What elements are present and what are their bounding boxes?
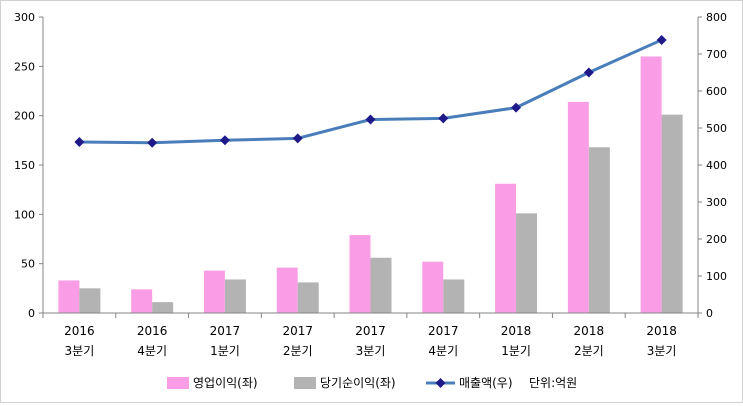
bar-operating-profit-6 <box>495 183 517 313</box>
bar-operating-profit-0 <box>58 280 80 313</box>
x-year-label-1: 2016 <box>137 324 168 338</box>
sales-marker-3 <box>292 133 303 144</box>
x-quarter-label-5: 4분기 <box>428 344 458 358</box>
x-quarter-label-0: 3분기 <box>65 344 95 358</box>
x-quarter-label-8: 3분기 <box>647 344 677 358</box>
x-quarter-label-2: 1분기 <box>210 344 240 358</box>
legend-swatch-operating-profit <box>167 377 189 389</box>
left-tick-label-3: 150 <box>14 159 35 172</box>
right-tick-label-6: 600 <box>706 85 727 98</box>
sales-marker-4 <box>365 114 376 125</box>
right-tick-label-0: 0 <box>706 307 713 320</box>
right-tick-label-5: 500 <box>706 122 727 135</box>
bar-group <box>58 56 683 314</box>
bar-net-income-8 <box>661 114 683 314</box>
bar-net-income-0 <box>79 288 101 313</box>
bar-operating-profit-5 <box>422 261 444 313</box>
x-year-label-4: 2017 <box>355 324 386 338</box>
legend-label-sales: 매출액(우) <box>459 376 513 390</box>
bar-net-income-7 <box>588 147 610 313</box>
line-group <box>74 34 667 148</box>
bar-operating-profit-2 <box>203 270 225 313</box>
left-tick-label-6: 300 <box>14 11 35 24</box>
right-tick-label-8: 800 <box>706 11 727 24</box>
left-tick-label-0: 0 <box>28 307 35 320</box>
bar-net-income-4 <box>370 257 392 313</box>
unit-note: 단위:억원 <box>529 376 577 390</box>
sales-marker-5 <box>438 113 449 124</box>
sales-marker-7 <box>583 67 594 78</box>
right-tick-label-3: 300 <box>706 196 727 209</box>
right-tick-label-4: 400 <box>706 159 727 172</box>
bar-operating-profit-1 <box>131 289 153 313</box>
sales-marker-6 <box>511 102 522 113</box>
legend-swatch-net-income <box>294 377 316 389</box>
bar-net-income-1 <box>152 302 174 313</box>
bar-operating-profit-3 <box>276 267 298 313</box>
bar-operating-profit-8 <box>640 56 662 313</box>
right-tick-label-2: 200 <box>706 233 727 246</box>
bar-operating-profit-7 <box>567 101 589 313</box>
legend-label-net-income: 당기순이익(좌) <box>320 376 396 390</box>
sales-marker-1 <box>147 137 158 148</box>
right-tick-label-7: 700 <box>706 48 727 61</box>
x-quarter-label-3: 2분기 <box>283 344 313 358</box>
x-quarter-label-6: 1분기 <box>501 344 531 358</box>
legend-label-operating-profit: 영업이익(좌) <box>193 376 258 390</box>
bar-net-income-5 <box>443 279 465 313</box>
x-quarter-label-4: 3분기 <box>356 344 386 358</box>
x-year-label-6: 2018 <box>501 324 532 338</box>
left-tick-label-5: 250 <box>14 60 35 73</box>
x-year-label-8: 2018 <box>646 324 677 338</box>
sales-marker-0 <box>74 137 85 148</box>
left-tick-label-1: 50 <box>21 258 35 271</box>
sales-marker-2 <box>219 135 230 146</box>
left-tick-label-4: 200 <box>14 110 35 123</box>
x-year-label-7: 2018 <box>574 324 605 338</box>
sales-marker-8 <box>656 34 667 45</box>
x-year-label-5: 2017 <box>428 324 459 338</box>
right-tick-label-1: 100 <box>706 270 727 283</box>
bar-net-income-2 <box>224 279 246 313</box>
x-quarter-label-7: 2분기 <box>574 344 604 358</box>
bar-net-income-6 <box>516 213 538 313</box>
x-year-label-2: 2017 <box>210 324 241 338</box>
x-year-label-0: 2016 <box>64 324 95 338</box>
x-year-label-3: 2017 <box>282 324 313 338</box>
legend: 영업이익(좌) 당기순이익(좌) 매출액(우) 단위:억원 <box>167 376 577 390</box>
x-quarter-label-1: 4분기 <box>137 344 167 358</box>
bar-net-income-3 <box>297 282 319 313</box>
axes-group <box>39 16 702 318</box>
left-tick-label-2: 100 <box>14 208 35 221</box>
legend-swatch-sales-marker <box>435 378 446 388</box>
label-group: 0 50 100 150 200 250 300 0 100 200 300 400 500 600 700… <box>14 11 727 358</box>
bar-operating-profit-4 <box>349 235 371 313</box>
